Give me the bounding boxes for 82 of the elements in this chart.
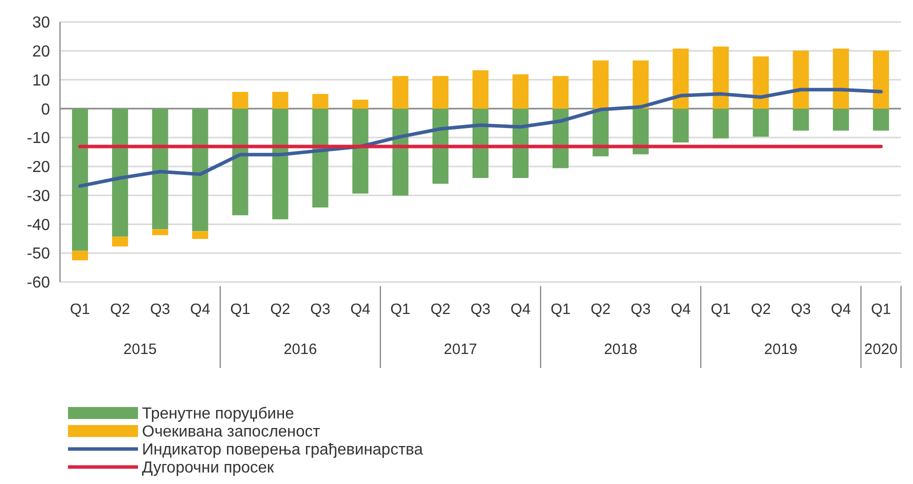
bar: [352, 108, 368, 194]
y-tick-label: 10: [32, 72, 50, 90]
x-tick-label: Q1: [870, 301, 891, 318]
bar: [272, 108, 288, 220]
legend-label: Очекивана запосленост: [142, 424, 321, 441]
x-tick-label: Q4: [350, 301, 370, 318]
x-tick-label: Q3: [310, 301, 330, 318]
bar: [112, 108, 128, 237]
x-tick-label: Q1: [710, 301, 731, 318]
bar: [712, 108, 729, 138]
bar: [192, 108, 208, 232]
bar: [792, 108, 809, 131]
bar: [832, 108, 849, 131]
x-tick-label: Q3: [470, 301, 491, 318]
legend-label: Тренутне поруџбине: [142, 406, 294, 423]
bar: [312, 94, 328, 109]
bar: [432, 76, 448, 109]
bar: [752, 56, 769, 109]
x-tick-label: Q1: [550, 301, 571, 318]
y-tick-label: -20: [26, 159, 50, 176]
x-tick-label: Q4: [830, 301, 851, 318]
bar: [112, 236, 128, 246]
x-tick-label: Q3: [150, 301, 170, 318]
x-tick-label: Q1: [70, 301, 90, 318]
x-tick-label: Q1: [230, 301, 250, 318]
text: 2019: [764, 341, 798, 358]
x-tick-label: Q2: [590, 301, 611, 318]
bar: [512, 108, 529, 178]
bar: [792, 50, 809, 109]
x-tick-label: Q4: [510, 301, 531, 318]
bar: [712, 46, 729, 109]
legend-label: Дугорочни просек: [142, 460, 275, 477]
bar: [552, 76, 569, 109]
bar: [392, 108, 408, 196]
legend-label: Индикатор поверења грађевинарства: [142, 442, 423, 459]
y-tick-label: -30: [26, 188, 50, 205]
bar: [192, 231, 208, 239]
y-tick-label: -50: [26, 246, 50, 263]
bar: [232, 92, 248, 109]
x-tick-label: Q2: [270, 301, 290, 318]
text: 2018: [604, 341, 638, 358]
x-tick-label: Q2: [110, 301, 130, 318]
bar: [672, 108, 689, 142]
bar: [752, 108, 769, 137]
bar: [152, 108, 168, 230]
x-tick-label: Q2: [750, 301, 771, 318]
y-tick-label: 0: [41, 101, 50, 118]
x-tick-label: Q3: [790, 301, 811, 318]
bar: [632, 108, 649, 154]
y-tick-label: -40: [26, 216, 50, 234]
bar: [632, 60, 649, 109]
x-tick-label: Q4: [190, 301, 210, 318]
text: 2020: [864, 341, 898, 358]
text: 2016: [284, 341, 317, 358]
x-tick-label: Q3: [630, 301, 651, 318]
text: 2015: [123, 341, 157, 358]
bar: [232, 108, 248, 216]
y-tick-label: -10: [26, 130, 50, 148]
bar: [272, 92, 288, 109]
text: 2017: [444, 341, 478, 358]
bar: [312, 108, 328, 208]
bar: [432, 108, 448, 184]
bar: [472, 108, 489, 178]
y-tick-label: -60: [26, 274, 50, 292]
bar: [72, 250, 88, 260]
bar: [592, 60, 609, 109]
bar: [832, 48, 849, 109]
line-series: [78, 88, 883, 188]
bar: [72, 108, 88, 251]
x-tick-label: Q4: [670, 301, 691, 318]
bar: [672, 48, 689, 109]
y-tick-label: 30: [32, 14, 50, 32]
x-tick-label: Q1: [390, 301, 410, 318]
bar: [472, 70, 489, 109]
bar: [512, 74, 529, 109]
bar: [872, 50, 889, 109]
bar: [392, 76, 408, 109]
bar: [872, 108, 889, 131]
x-tick-label: Q2: [430, 301, 450, 318]
y-tick-label: 20: [32, 43, 50, 60]
bar: [352, 100, 368, 109]
bar: [152, 229, 168, 236]
